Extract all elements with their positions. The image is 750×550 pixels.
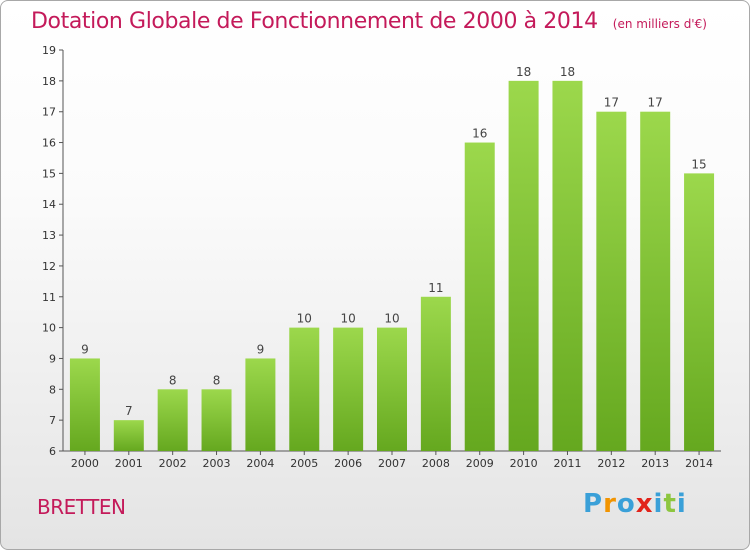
bar-2006 [333,327,364,451]
logo-letter: i [676,489,687,519]
proxiti-logo: Proxiti [583,489,687,519]
y-tick-label: 14 [42,198,56,211]
x-tick-label: 2005 [290,457,318,470]
y-tick-label: 8 [49,383,56,396]
y-tick-label: 17 [42,106,56,119]
x-tick-label: 2011 [553,457,581,470]
x-tick-label: 2001 [115,457,143,470]
title-row: Dotation Globale de Fonctionnement de 20… [31,9,707,34]
bar-2014 [684,173,715,451]
logo-letter: x [635,489,654,519]
bar-2007 [377,327,407,451]
x-tick-label: 2009 [466,457,494,470]
value-label: 17 [648,96,663,110]
x-tick-label: 2003 [203,457,231,470]
value-label: 16 [472,127,487,141]
chart-subtitle: (en milliers d'€) [612,17,707,31]
commune-name: BRETTEN [37,495,126,519]
bar-2012 [596,111,627,451]
y-tick-label: 18 [42,75,56,88]
bar-2001 [113,420,144,451]
y-tick-label: 12 [42,260,56,273]
value-label: 8 [169,373,177,387]
value-label: 9 [81,342,89,356]
logo-letter: o [616,489,636,519]
y-tick-label: 9 [49,352,56,365]
value-label: 10 [340,312,355,326]
logo-letter: r [603,489,617,519]
bar-2002 [157,389,188,451]
x-tick-label: 2012 [597,457,625,470]
y-tick-label: 6 [49,445,56,458]
y-tick-label: 11 [42,291,56,304]
x-tick-label: 2004 [246,457,274,470]
y-tick-label: 13 [42,229,56,242]
x-tick-label: 2000 [71,457,99,470]
x-tick-label: 2002 [159,457,187,470]
y-tick-label: 16 [42,137,56,150]
x-tick-label: 2006 [334,457,362,470]
value-label: 18 [560,65,575,79]
axes: 6 7 8 9 10 11 12 13 14 15 16 17 18 19 2000 2001 2002 2003… [42,44,721,470]
bar-2008 [420,296,451,451]
x-tick-label: 2014 [685,457,713,470]
value-label: 18 [516,65,531,79]
value-label: 11 [428,281,443,295]
value-label: 17 [604,96,619,110]
logo-letter: P [583,489,604,519]
y-tick-label: 15 [42,167,56,180]
y-tick-label: 10 [42,322,56,335]
x-tick-label: 2008 [422,457,450,470]
value-label: 7 [125,404,133,418]
value-labels: 9 7 8 8 9 10 10 10 11 16 18 18 17 17 15 [81,65,707,418]
y-tick-label: 7 [49,414,56,427]
logo-letter: t [663,489,677,519]
value-label: 9 [257,342,265,356]
bar-2005 [289,327,320,451]
x-tick-label: 2010 [510,457,538,470]
value-label: 15 [691,157,706,171]
x-tick-label: 2007 [378,457,406,470]
bar-2010 [508,80,539,451]
bar-2009 [464,142,495,452]
bar-2000 [69,358,100,451]
bars [69,80,715,452]
value-label: 10 [297,312,312,326]
chart-title: Dotation Globale de Fonctionnement de 20… [31,9,598,34]
y-tick-label: 19 [42,44,56,57]
bar-2003 [201,389,232,451]
logo-letter: i [653,489,664,519]
bar-2013 [640,111,671,451]
bar-2004 [245,358,276,451]
bar-2011 [552,80,583,451]
value-label: 8 [213,373,221,387]
value-label: 10 [384,312,399,326]
x-tick-label: 2013 [641,457,669,470]
